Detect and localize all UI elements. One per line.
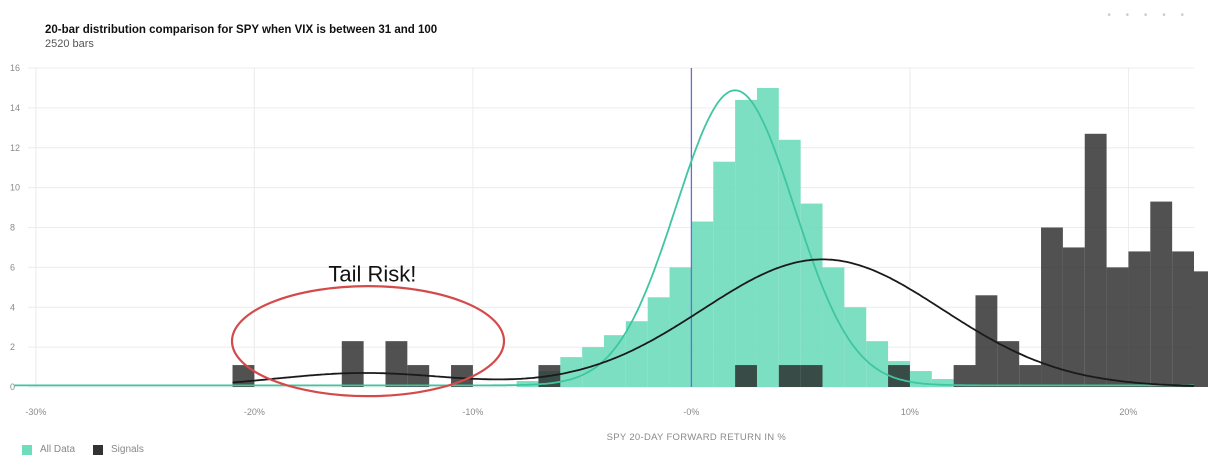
- bar-signals: [1041, 227, 1063, 387]
- y-tick-label: 14: [10, 103, 20, 113]
- bar-all-data: [604, 335, 626, 387]
- bar-all-data: [669, 267, 692, 387]
- legend-item-signals[interactable]: Signals: [93, 444, 144, 455]
- bar-signals: [953, 365, 976, 387]
- fit-curve-signals: [232, 258, 1194, 387]
- bar-signals: [1128, 251, 1151, 387]
- fit-curve-all-data: [14, 89, 1194, 387]
- bar-all-data: [800, 203, 823, 387]
- bar-signals: [1150, 201, 1173, 387]
- y-tick-label: 2: [10, 342, 15, 352]
- bar-all-data: [647, 297, 670, 387]
- legend-label-signals: Signals: [111, 444, 144, 455]
- bar-signals: [800, 365, 823, 387]
- y-tick-label: 8: [10, 223, 15, 233]
- legend-item-all-data[interactable]: All Data: [22, 444, 75, 455]
- bar-all-data: [582, 347, 604, 387]
- x-tick-label: -30%: [25, 407, 46, 417]
- bar-all-data: [822, 267, 845, 387]
- y-tick-label: 0: [10, 382, 15, 392]
- bar-signals: [451, 365, 473, 387]
- bar-signals: [1062, 247, 1085, 387]
- x-tick-label: -0%: [683, 407, 699, 417]
- bar-all-data: [931, 379, 954, 387]
- bar-signals: [341, 341, 364, 387]
- bar-all-data: [866, 341, 889, 387]
- legend-swatch-all-data: [22, 444, 32, 455]
- x-tick-label: -20%: [244, 407, 265, 417]
- legend-swatch-signals: [93, 444, 104, 455]
- chart-subtitle: 2520 bars: [45, 38, 94, 50]
- bar-signals: [385, 341, 408, 387]
- bar-signals: [1019, 365, 1042, 387]
- tail-risk-ellipse: [230, 285, 506, 398]
- bar-signals: [1106, 267, 1129, 387]
- bar-signals: [997, 341, 1020, 387]
- tail-risk-annotation: Tail Risk!: [328, 261, 416, 286]
- x-tick-label: -10%: [462, 407, 483, 417]
- bar-all-data: [713, 161, 736, 387]
- y-tick-label: 6: [10, 262, 15, 272]
- y-tick-label: 16: [10, 63, 20, 73]
- bar-signals: [1172, 251, 1194, 387]
- x-tick-label: 20%: [1119, 407, 1137, 417]
- legend-label-all-data: All Data: [40, 444, 76, 455]
- x-axis-label: SPY 20-DAY FORWARD RETURN IN %: [607, 432, 787, 443]
- bar-all-data: [756, 87, 779, 387]
- x-tick-label: 10%: [901, 407, 919, 417]
- bar-signals: [778, 365, 801, 387]
- bar-signals: [407, 365, 430, 387]
- bar-signals: [735, 365, 757, 387]
- bar-all-data: [735, 99, 757, 388]
- toolbar-dots[interactable]: • • • • •: [1107, 10, 1190, 21]
- bar-signals: [1194, 271, 1208, 387]
- y-tick-label: 4: [10, 302, 15, 312]
- legend: All Data Signals: [22, 444, 162, 455]
- bar-signals: [975, 295, 998, 387]
- bar-all-data: [691, 221, 714, 387]
- bar-all-data: [625, 321, 648, 387]
- chart-title: 20-bar distribution comparison for SPY w…: [45, 24, 438, 36]
- y-tick-label: 12: [10, 143, 20, 153]
- bar-signals: [1084, 133, 1107, 387]
- y-tick-label: 10: [10, 183, 20, 193]
